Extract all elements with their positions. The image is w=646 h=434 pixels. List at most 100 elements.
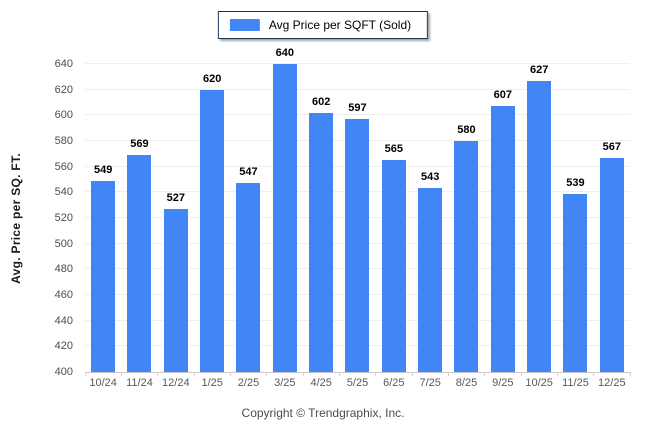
bar-slot: 580	[448, 64, 484, 372]
bar-value-label: 640	[275, 47, 294, 59]
bar-slot: 602	[303, 64, 339, 372]
y-tick-label: 460	[54, 289, 73, 301]
x-axis-tick-mark	[229, 372, 231, 376]
bar-slot: 607	[485, 64, 521, 372]
x-tick-label: 11/24	[126, 377, 153, 389]
bar-6/25	[381, 160, 406, 372]
y-tick-label: 640	[54, 58, 73, 70]
y-tick-label: 620	[54, 83, 73, 96]
bar-value-label: 602	[311, 95, 331, 108]
bar-slot: 527	[158, 64, 194, 372]
bar-slot: 567	[594, 64, 630, 372]
bar-value-label: 569	[130, 138, 149, 151]
bar-8/25	[454, 141, 479, 372]
y-tick-label: 520	[54, 212, 73, 224]
bar-10/25	[527, 80, 552, 372]
x-axis-tick-mark	[266, 372, 268, 376]
x-tick-label: 4/25	[310, 377, 332, 389]
x-tick-label: 2/25	[237, 377, 260, 389]
x-axis-tick-mark	[84, 372, 86, 376]
y-axis-title-text: Avg. Price per SQ. FT.	[9, 152, 23, 284]
x-tick-label: 11/25	[562, 377, 589, 389]
x-axis-tick-mark	[484, 372, 486, 376]
bar-9/25	[490, 106, 515, 372]
y-tick-label: 480	[54, 263, 73, 276]
bar-slot: 627	[521, 64, 557, 372]
x-tick-label: 7/25	[419, 377, 441, 389]
x-axis-tick-mark	[629, 372, 631, 376]
gridline	[85, 114, 630, 116]
x-tick-label: 12/24	[162, 377, 190, 389]
x-tick-label: 10/25	[525, 377, 553, 389]
bar-1/25	[200, 89, 225, 372]
x-axis-tick-mark	[375, 372, 377, 376]
bar-value-label: 547	[239, 166, 258, 179]
bar-value-label: 580	[457, 124, 476, 136]
bar-5/25	[345, 119, 370, 372]
x-tick-label: 10/24	[89, 377, 117, 389]
bar-slot: 547	[230, 64, 266, 372]
bar-slot: 549	[85, 64, 121, 372]
bar-value-label: 607	[493, 89, 512, 102]
x-axis-tick-mark	[338, 372, 340, 376]
x-axis-tick-mark	[193, 372, 195, 376]
bar-12/25	[599, 157, 624, 372]
bar-value-label: 567	[602, 140, 621, 153]
y-tick-label: 560	[54, 160, 73, 173]
x-tick-label: 1/25	[201, 377, 223, 389]
bar-12/24	[163, 209, 188, 372]
bar-slot: 565	[376, 64, 412, 372]
gridline	[85, 63, 630, 64]
x-axis-tick-mark	[520, 372, 522, 376]
bar-11/25	[563, 193, 588, 372]
x-axis-tick-mark	[157, 372, 159, 376]
x-tick-label: 8/25	[455, 377, 478, 389]
legend-swatch-icon	[229, 19, 260, 31]
y-axis-tick-labels: 400 420 440 460 480 500 520 540 560 580 600 620 640	[38, 58, 78, 378]
gridline	[85, 88, 630, 90]
x-axis-tick-mark	[593, 372, 595, 376]
bar-11/24	[127, 155, 152, 372]
bar-value-label: 627	[529, 63, 549, 76]
bar-value-label: 565	[384, 143, 403, 156]
y-tick-label: 580	[54, 135, 73, 147]
legend: Avg Price per SQFT (Sold)	[217, 11, 429, 39]
bar-value-label: 543	[420, 171, 440, 184]
x-axis-tick-mark	[556, 372, 558, 376]
x-tick-label: 9/25	[492, 377, 514, 389]
y-axis-title: Avg. Price per SQ. FT.	[0, 64, 32, 372]
y-tick-label: 600	[54, 109, 73, 122]
y-tick-label: 400	[54, 366, 73, 378]
y-tick-label: 420	[54, 340, 73, 353]
bar-value-label: 620	[202, 72, 222, 85]
bar-slot: 620	[194, 64, 230, 372]
x-tick-label: 3/25	[274, 377, 296, 389]
y-tick-label: 500	[54, 237, 73, 250]
x-tick-label: 6/25	[383, 377, 405, 389]
legend-label: Avg Price per SQFT (Sold)	[268, 18, 412, 32]
bar-slot: 543	[412, 64, 448, 372]
bar-slot: 539	[557, 64, 593, 372]
x-axis-tick-mark	[447, 372, 449, 376]
bar-value-label: 597	[348, 102, 367, 115]
x-axis-tick-mark	[411, 372, 413, 376]
x-axis-tick-mark	[120, 372, 122, 376]
x-tick-label: 5/25	[346, 377, 369, 389]
bar-value-label: 539	[566, 176, 585, 189]
bar-4/25	[309, 112, 334, 372]
plot-area: 549 10/24 569 11/24 527 12/24 620 1/25 547 2/25 64…	[84, 47, 631, 389]
y-tick-label: 540	[54, 186, 73, 199]
copyright-text: Copyright © Trendgraphix, Inc.	[241, 406, 405, 420]
bar-value-label: 527	[166, 192, 185, 205]
bar-slot: 640	[267, 47, 303, 372]
bar-7/25	[418, 188, 443, 372]
bar-slot: 569	[121, 64, 157, 372]
bar-slot: 597	[339, 64, 375, 372]
bar-3/25	[272, 64, 297, 372]
bar-value-label: 549	[93, 163, 113, 176]
x-axis-tick-mark	[302, 372, 304, 376]
bar-2/25	[236, 183, 261, 372]
bar-10/24	[91, 180, 116, 372]
y-tick-label: 440	[54, 314, 73, 327]
